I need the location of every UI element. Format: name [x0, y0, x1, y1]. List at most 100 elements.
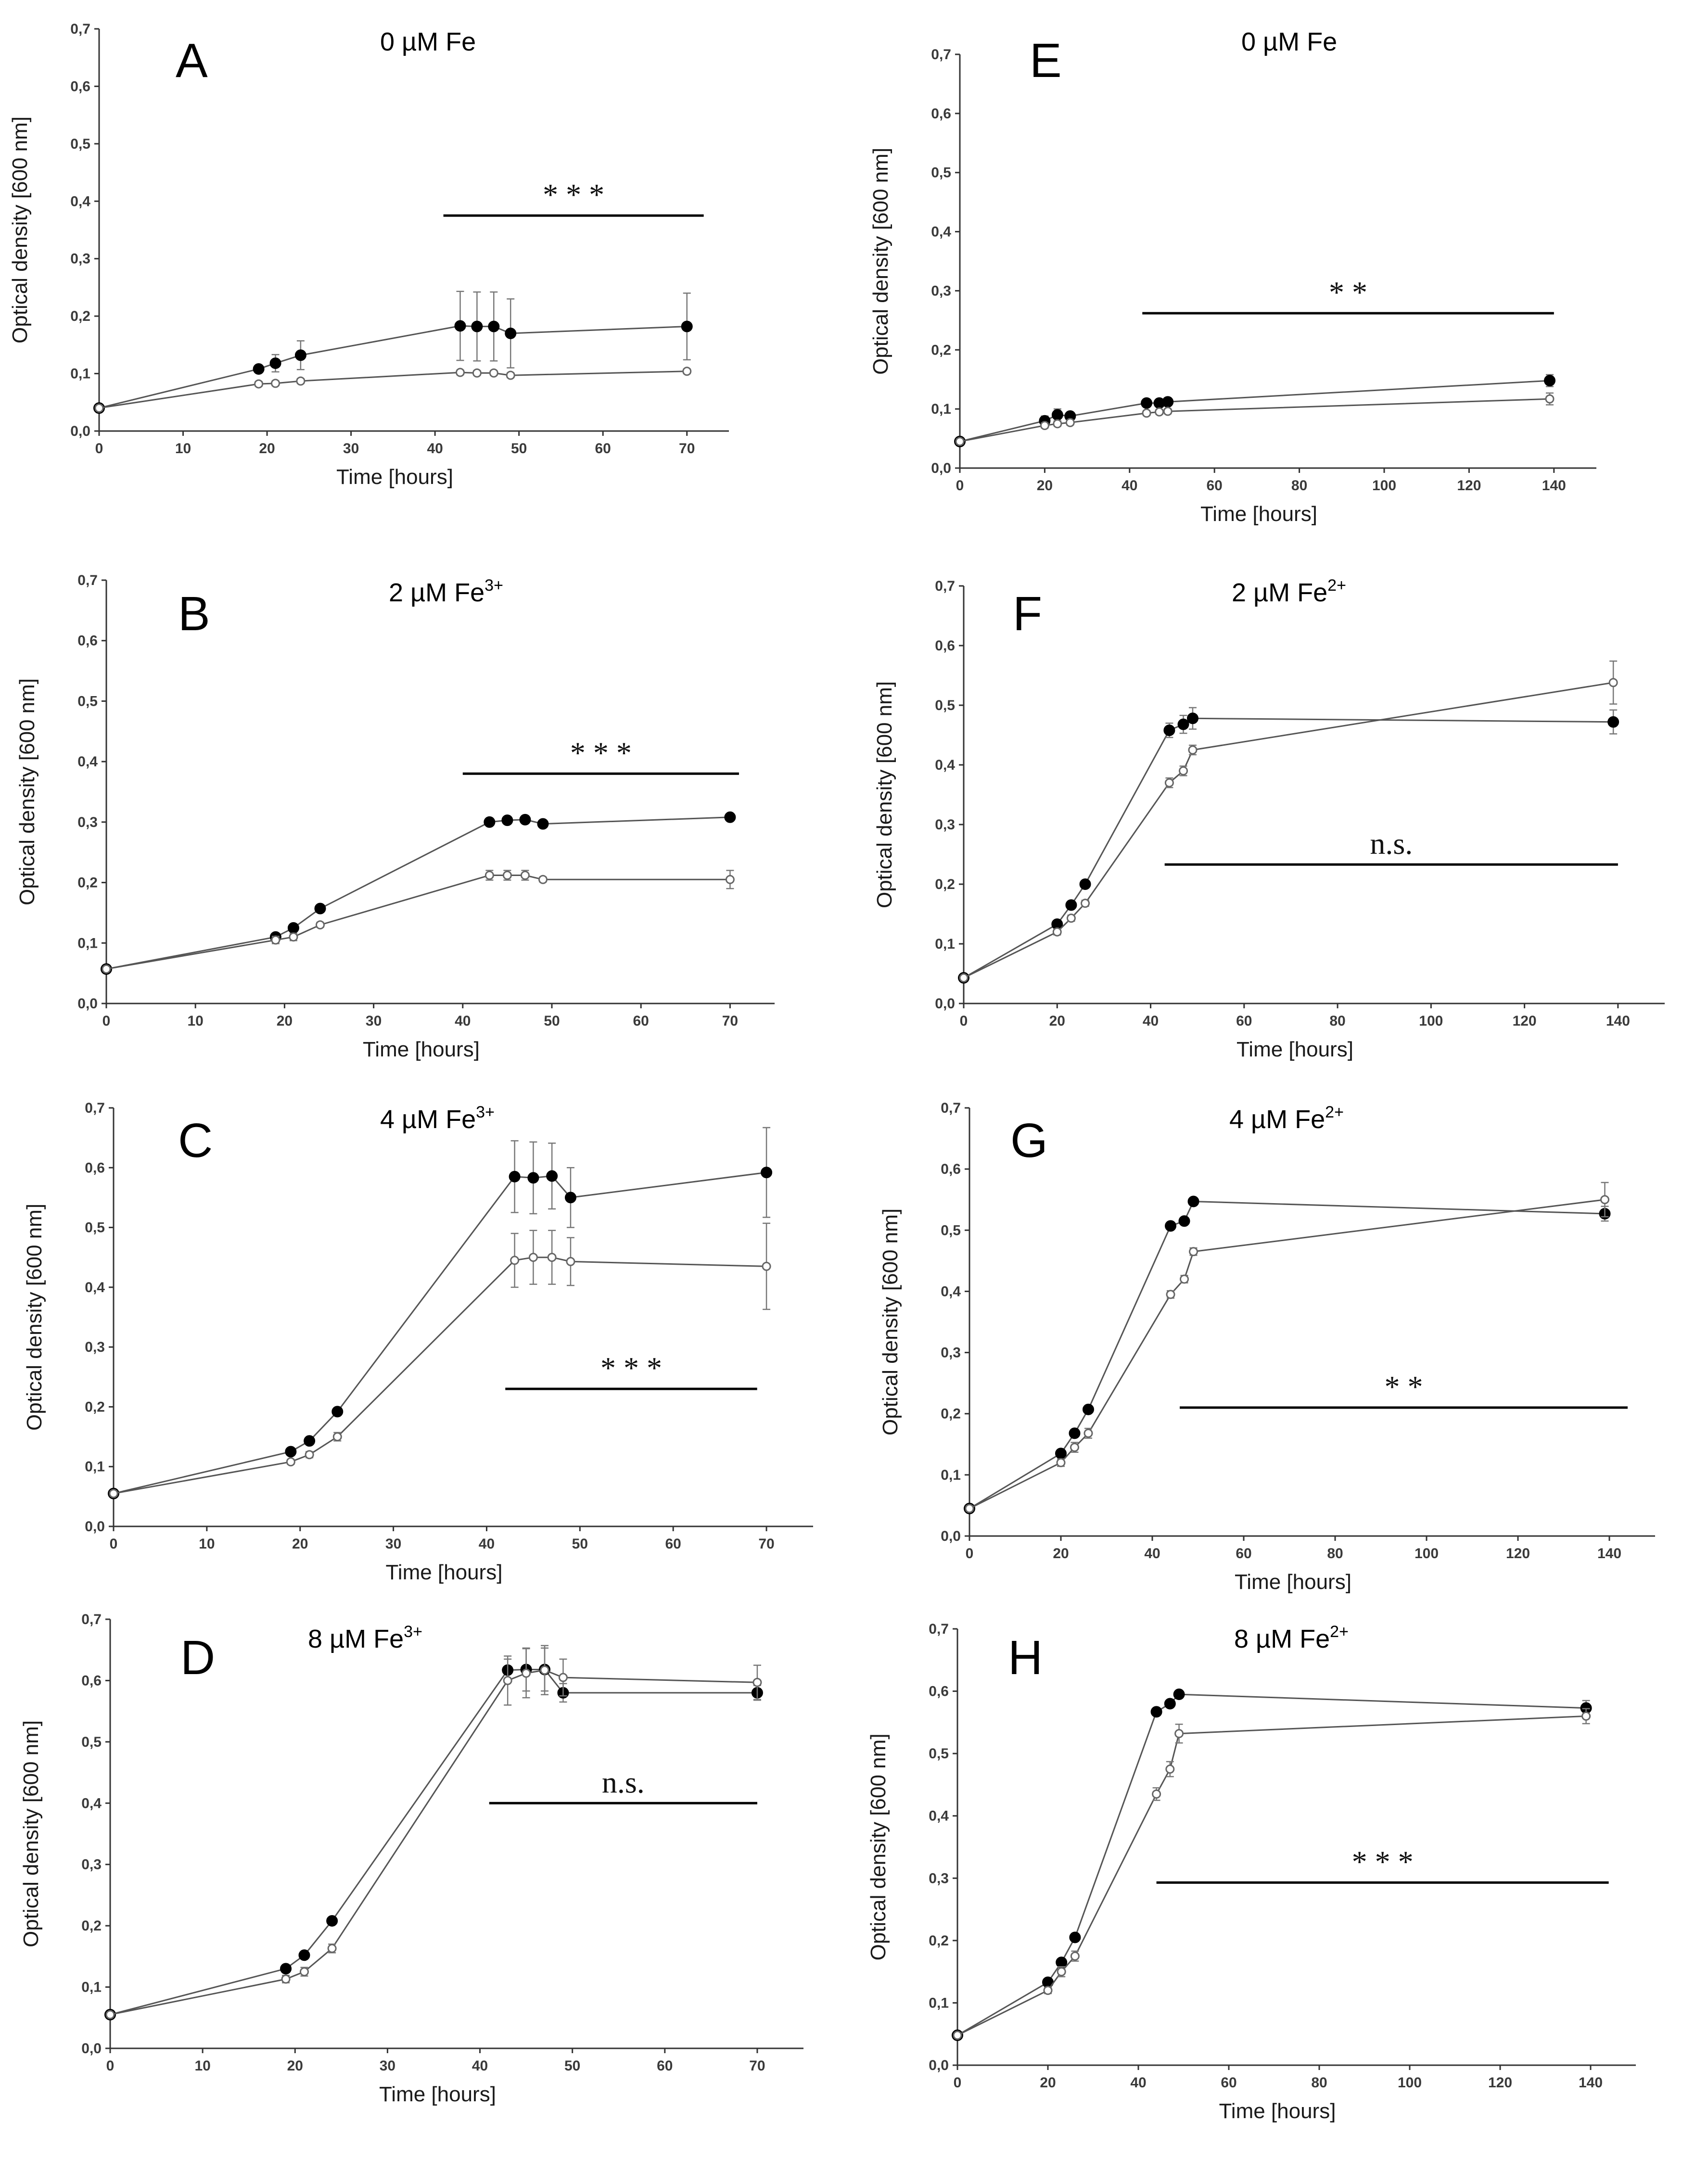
panel-d-x-axis-label: Time [hours]: [379, 2083, 496, 2106]
x-tick-label: 50: [572, 1536, 588, 1552]
y-tick-label: 0,6: [70, 78, 90, 94]
x-tick-label: 40: [472, 2058, 488, 2074]
x-tick-label: 0: [966, 1546, 974, 1562]
y-tick-label: 0,3: [70, 251, 90, 267]
panel-b-significance-label: * * *: [570, 736, 632, 770]
x-tick-label: 10: [175, 441, 191, 457]
x-tick-label: 50: [544, 1013, 560, 1029]
data-point-open: [1179, 766, 1188, 775]
data-point-filled: [1055, 1448, 1067, 1460]
panel-title-main: 8 µM Fe: [308, 1625, 404, 1653]
x-tick-label: 60: [1207, 478, 1223, 494]
data-point-filled: [294, 349, 306, 361]
data-point-filled: [1177, 718, 1189, 730]
y-tick-label: 0,2: [77, 875, 98, 891]
y-tick-label: 0,3: [935, 817, 955, 833]
panel-title-superscript: 3+: [404, 1623, 422, 1641]
x-tick-label: 40: [427, 441, 443, 457]
panel-b-series-filled: [101, 811, 736, 975]
panel-g: 0,0 0,1 0,2 0,3 0,4 0,5 0,6 0,7 0 20 40 60 80 100 120 1…: [879, 1100, 1655, 1594]
x-tick-label: 70: [722, 1013, 738, 1029]
y-tick-label: 0,5: [935, 698, 955, 713]
x-tick-label: 10: [194, 2058, 210, 2074]
data-point-filled: [509, 1170, 521, 1182]
data-point-open: [528, 1253, 538, 1262]
x-tick-label: 30: [366, 1013, 382, 1029]
data-point-open: [271, 935, 280, 945]
panel-c-significance-label: * * *: [600, 1351, 662, 1385]
data-point-open: [1188, 745, 1198, 755]
data-point-filled: [564, 1192, 576, 1204]
panel-h-title: 8 µM Fe2+: [1234, 1623, 1349, 1653]
x-tick-label: 60: [1236, 1013, 1252, 1029]
data-point-filled: [471, 320, 483, 332]
panel-f-y-axis-label: Optical density [600 nm]: [873, 681, 896, 908]
data-point-filled: [1141, 397, 1153, 409]
data-point-filled: [1083, 1403, 1094, 1415]
panel-d-title: 8 µM Fe3+: [308, 1623, 422, 1653]
data-point-filled: [1164, 1698, 1176, 1710]
data-point-filled: [1173, 1689, 1185, 1701]
y-tick-label: 0,0: [941, 1528, 961, 1544]
data-point-open: [510, 1256, 520, 1265]
panel-f-series-open: [959, 660, 1618, 983]
data-point-open: [105, 2010, 115, 2019]
panel-title-superscript: 3+: [476, 1103, 495, 1121]
panel-f-letter: F: [1013, 587, 1042, 641]
y-tick-label: 0,4: [81, 1795, 102, 1811]
y-tick-label: 0,0: [85, 1519, 105, 1535]
x-tick-label: 20: [277, 1013, 293, 1029]
x-tick-label: 60: [665, 1536, 681, 1552]
data-point-filled: [1079, 878, 1091, 890]
panel-f: 0,0 0,1 0,2 0,3 0,4 0,5 0,6 0,7 0 20 40 60 80 100 120 1…: [873, 576, 1665, 1061]
x-tick-label: 30: [385, 1536, 401, 1552]
x-tick-label: 10: [188, 1013, 204, 1029]
panel-h-y-axis-label: Optical density [600 nm]: [867, 1733, 890, 1960]
y-tick-label: 0,0: [935, 996, 955, 1012]
panel-h-series-open: [953, 1708, 1591, 2040]
data-point-open: [1056, 1458, 1066, 1467]
data-point-open: [1174, 1729, 1184, 1739]
x-tick-label: 60: [633, 1013, 649, 1029]
y-tick-label: 0,4: [70, 193, 90, 209]
data-point-open: [522, 1668, 531, 1678]
data-point-filled: [1163, 724, 1175, 737]
data-point-filled: [1543, 375, 1555, 387]
panel-d-letter: D: [180, 1631, 215, 1685]
panel-a-significance-label: * * *: [543, 178, 604, 212]
panel-d-significance-label: n.s.: [602, 1765, 645, 1799]
data-point-open: [286, 1457, 295, 1467]
panel-title-main: 8 µM Fe: [1234, 1625, 1330, 1653]
data-point-filled: [505, 327, 517, 339]
data-point-filled: [1069, 1427, 1081, 1439]
y-tick-label: 0,1: [929, 1995, 949, 2011]
data-point-open: [489, 368, 498, 378]
data-point-open: [1142, 408, 1151, 418]
data-point-filled: [331, 1406, 344, 1418]
panel-g-series-open: [965, 1181, 1609, 1513]
x-tick-label: 140: [1606, 1013, 1630, 1029]
y-tick-label: 0,1: [70, 366, 90, 382]
y-tick-label: 0,0: [81, 2041, 102, 2057]
x-tick-label: 0: [95, 441, 103, 457]
panel-b-x-axis-label: Time [hours]: [363, 1038, 480, 1061]
x-tick-label: 80: [1311, 2075, 1327, 2091]
panel-h-x-axis-label: Time [hours]: [1219, 2099, 1336, 2123]
series-line: [110, 1669, 757, 2016]
x-tick-label: 20: [287, 2058, 303, 2074]
data-point-open: [1081, 899, 1090, 908]
y-tick-label: 0,0: [929, 2057, 949, 2073]
panel-b-title: 2 µM Fe3+: [389, 576, 503, 607]
x-tick-label: 120: [1488, 2075, 1512, 2091]
y-tick-label: 0,1: [941, 1467, 961, 1483]
panel-title-main: 0 µM Fe: [380, 27, 476, 56]
data-point-filled: [681, 320, 693, 332]
data-point-filled: [314, 902, 326, 914]
y-tick-label: 0,6: [929, 1684, 949, 1700]
data-point-filled: [1162, 396, 1174, 408]
series-line: [99, 370, 687, 409]
panel-c-x-axis-label: Time [hours]: [386, 1561, 503, 1584]
series-line: [963, 717, 1614, 979]
data-point-open: [752, 1677, 762, 1687]
